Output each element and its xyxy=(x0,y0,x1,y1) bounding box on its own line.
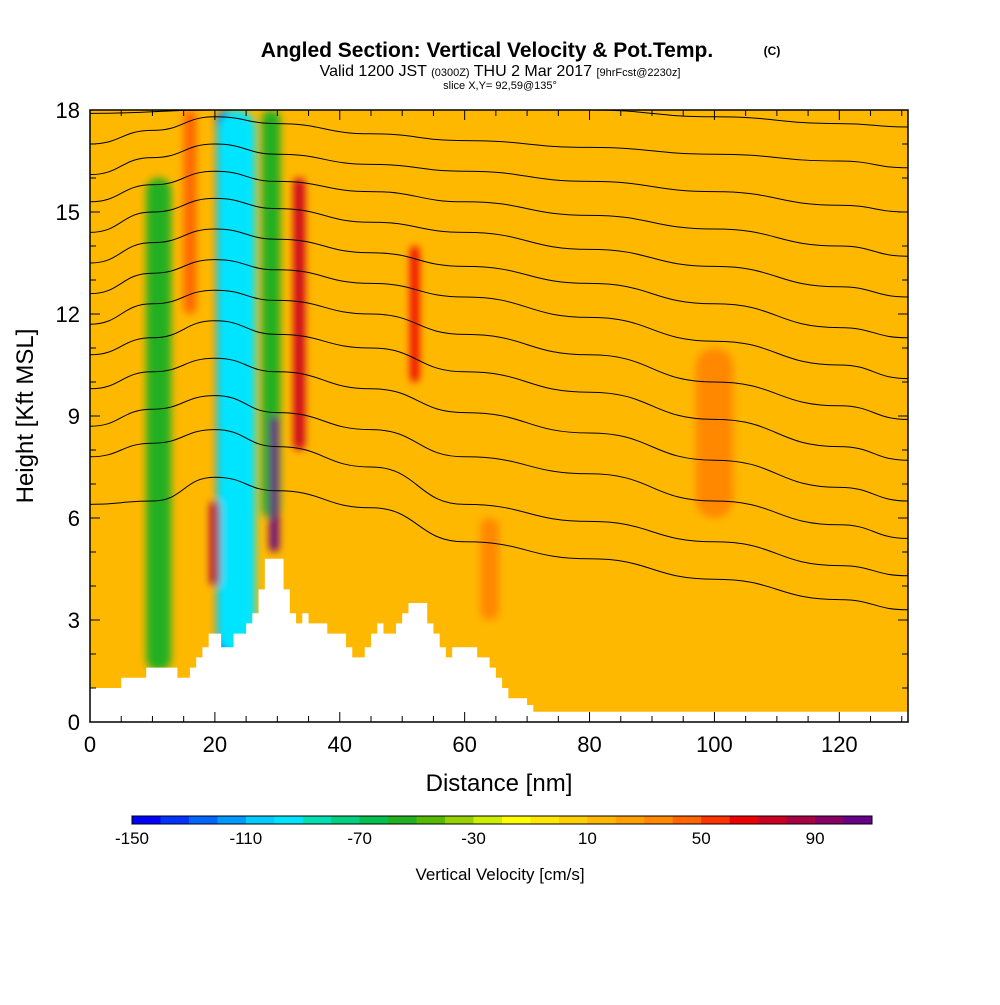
valid-utc: (0300Z) xyxy=(431,67,470,79)
plot-area xyxy=(90,110,908,722)
y-axis: 0 3 6 9 12 15 18 xyxy=(56,98,908,735)
velocity-feature-2 xyxy=(146,178,172,671)
velocity-field xyxy=(146,110,734,688)
valid-time: Valid 1200 JST xyxy=(320,63,428,80)
x-tick-label: 120 xyxy=(821,732,858,757)
colorbar-swatch xyxy=(786,816,816,824)
isentrope-11 xyxy=(90,116,908,169)
colorbar-tick-label: 90 xyxy=(806,829,825,848)
isentrope-10 xyxy=(90,143,908,213)
x-tick-label: 60 xyxy=(452,732,476,757)
colorbar-swatch xyxy=(672,816,702,824)
x-tick-label: 40 xyxy=(328,732,352,757)
valid-date: THU 2 Mar 2017 xyxy=(474,63,592,80)
velocity-feature-10 xyxy=(695,348,734,518)
x-tick-label: 80 xyxy=(577,732,601,757)
isentrope-6 xyxy=(90,259,908,380)
isentrope-9 xyxy=(90,170,908,257)
velocity-feature-9 xyxy=(480,518,499,620)
colorbar-tick-label: -150 xyxy=(115,829,149,848)
colorbar-swatch xyxy=(388,816,418,824)
isentrope-1 xyxy=(90,429,908,577)
colorbar-swatch xyxy=(302,816,332,824)
velocity-feature-7 xyxy=(410,246,420,382)
valid-time-text: Valid 1200 JST (0300Z) THU 2 Mar 2017 [9… xyxy=(320,63,681,80)
colorbar-swatch xyxy=(331,816,361,824)
isentrope-7 xyxy=(90,228,908,339)
velocity-background xyxy=(90,110,908,722)
colorbar-swatch xyxy=(132,816,161,824)
chart-title: Angled Section: Vertical Velocity & Pot.… xyxy=(261,39,713,62)
y-tick-label: 12 xyxy=(56,302,80,327)
isentrope-3 xyxy=(90,357,908,502)
colorbar-swatch xyxy=(274,816,304,824)
colorbar-tick-label: 50 xyxy=(692,829,711,848)
colorbar-swatch xyxy=(815,816,845,824)
y-tick-label: 18 xyxy=(56,98,80,123)
colorbar-swatch xyxy=(217,816,247,824)
y-tick-label: 15 xyxy=(56,200,80,225)
isentrope-4 xyxy=(90,320,908,461)
colorbar-swatch xyxy=(558,816,588,824)
y-tick-label: 6 xyxy=(68,506,80,531)
colorbar-tick-label: -30 xyxy=(461,829,486,848)
colorbar-swatch xyxy=(701,816,731,824)
colorbar-swatch xyxy=(359,816,389,824)
isentrope-2 xyxy=(90,395,908,539)
colorbar-swatch xyxy=(445,816,475,824)
colorbar-label: Vertical Velocity [cm/s] xyxy=(415,865,584,884)
colorbar-frame xyxy=(131,815,873,825)
chart-title-unit: (C) xyxy=(764,44,781,58)
slice-info: slice X,Y= 92,59@135° xyxy=(443,80,557,92)
colorbar-swatch xyxy=(729,816,759,824)
isentrope-12 xyxy=(90,110,908,128)
velocity-feature-1 xyxy=(218,110,256,654)
forecast-info: [9hrFcst@2230z] xyxy=(596,67,680,79)
isentrope-0 xyxy=(90,476,908,611)
colorbar-swatch xyxy=(473,816,503,824)
colorbar-swatch xyxy=(502,816,531,824)
colorbar-tick-label: -70 xyxy=(347,829,372,848)
velocity-feature-3 xyxy=(261,110,281,518)
velocity-feature-5 xyxy=(293,178,305,450)
isentrope-5 xyxy=(90,289,908,420)
colorbar-swatch xyxy=(587,816,617,824)
y-tick-label: 9 xyxy=(68,404,80,429)
colorbar-tick-label: 10 xyxy=(578,829,597,848)
colorbar: -150 -110 -70 -30 10 50 90 xyxy=(115,815,873,848)
colorbar-swatch xyxy=(615,816,645,824)
terrain-mask xyxy=(90,558,908,722)
y-tick-label: 3 xyxy=(68,608,80,633)
colorbar-swatch xyxy=(245,816,275,824)
colorbar-swatch xyxy=(416,816,446,824)
isentrope-8 xyxy=(90,197,908,298)
colorbar-swatch xyxy=(758,816,788,824)
colorbar-swatch xyxy=(188,816,218,824)
colorbar-swatch xyxy=(160,816,190,824)
x-axis-label: Distance [nm] xyxy=(426,770,573,797)
x-tick-label: 100 xyxy=(696,732,733,757)
velocity-feature-4 xyxy=(269,416,279,552)
x-tick-label: 20 xyxy=(203,732,227,757)
colorbar-tick-label: -110 xyxy=(229,829,262,848)
colorbar-swatch xyxy=(644,816,674,824)
velocity-feature-6 xyxy=(209,501,220,586)
colorbar-swatch xyxy=(843,816,873,824)
y-tick-label: 0 xyxy=(68,710,80,735)
y-axis-label: Height [Kft MSL] xyxy=(12,329,39,504)
velocity-feature-8 xyxy=(183,110,197,314)
x-axis: 0 20 40 60 80 100 120 xyxy=(84,110,903,757)
colorbar-swatch xyxy=(530,816,560,824)
potential-temperature-contours xyxy=(90,110,908,611)
x-tick-label: 0 xyxy=(84,732,96,757)
